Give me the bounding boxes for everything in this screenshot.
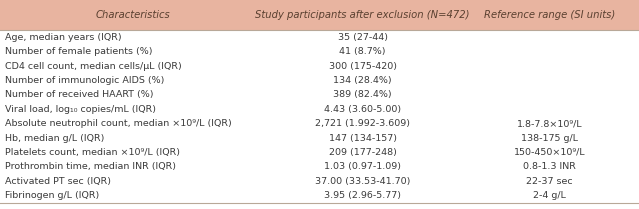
Text: 0.8-1.3 INR: 0.8-1.3 INR	[523, 162, 576, 171]
Text: 2,721 (1.992-3.609): 2,721 (1.992-3.609)	[315, 119, 410, 128]
Text: Prothrombin time, median INR (IQR): Prothrombin time, median INR (IQR)	[5, 162, 176, 171]
Text: 2-4 g/L: 2-4 g/L	[533, 191, 566, 200]
Text: 1.8-7.8×10⁹/L: 1.8-7.8×10⁹/L	[517, 119, 582, 128]
Text: 300 (175-420): 300 (175-420)	[328, 62, 397, 71]
Text: 134 (28.4%): 134 (28.4%)	[334, 76, 392, 85]
Bar	[0, 0, 639, 30]
Text: 147 (134-157): 147 (134-157)	[328, 134, 397, 143]
Text: 37.00 (33.53-41.70): 37.00 (33.53-41.70)	[315, 177, 410, 186]
Text: 22-37 sec: 22-37 sec	[527, 177, 573, 186]
Text: 4.43 (3.60-5.00): 4.43 (3.60-5.00)	[324, 105, 401, 114]
Text: 1.03 (0.97-1.09): 1.03 (0.97-1.09)	[324, 162, 401, 171]
Text: Number of female patients (%): Number of female patients (%)	[5, 47, 153, 56]
Text: Reference range (SI units): Reference range (SI units)	[484, 10, 615, 20]
Text: Activated PT sec (IQR): Activated PT sec (IQR)	[5, 177, 111, 186]
Text: CD4 cell count, median cells/μL (IQR): CD4 cell count, median cells/μL (IQR)	[5, 62, 182, 71]
Text: 209 (177-248): 209 (177-248)	[328, 148, 397, 157]
Text: Age, median years (IQR): Age, median years (IQR)	[5, 33, 122, 42]
Text: Hb, median g/L (IQR): Hb, median g/L (IQR)	[5, 134, 105, 143]
Text: Platelets count, median ×10⁹/L (IQR): Platelets count, median ×10⁹/L (IQR)	[5, 148, 180, 157]
Text: 3.95 (2.96-5.77): 3.95 (2.96-5.77)	[324, 191, 401, 200]
Bar	[0, 30, 639, 209]
Text: 35 (27-44): 35 (27-44)	[337, 33, 388, 42]
Text: Absolute neutrophil count, median ×10⁹/L (IQR): Absolute neutrophil count, median ×10⁹/L…	[5, 119, 232, 128]
Text: Fibrinogen g/L (IQR): Fibrinogen g/L (IQR)	[5, 191, 99, 200]
Text: Number of received HAART (%): Number of received HAART (%)	[5, 90, 153, 99]
Text: 41 (8.7%): 41 (8.7%)	[339, 47, 386, 56]
Text: Number of immunologic AIDS (%): Number of immunologic AIDS (%)	[5, 76, 164, 85]
Text: Study participants after exclusion (N=472): Study participants after exclusion (N=47…	[256, 10, 470, 20]
Text: 150-450×10⁹/L: 150-450×10⁹/L	[514, 148, 585, 157]
Text: 389 (82.4%): 389 (82.4%)	[334, 90, 392, 99]
Text: Viral load, log₁₀ copies/mL (IQR): Viral load, log₁₀ copies/mL (IQR)	[5, 105, 156, 114]
Text: 138-175 g/L: 138-175 g/L	[521, 134, 578, 143]
Text: Characteristics: Characteristics	[95, 10, 170, 20]
